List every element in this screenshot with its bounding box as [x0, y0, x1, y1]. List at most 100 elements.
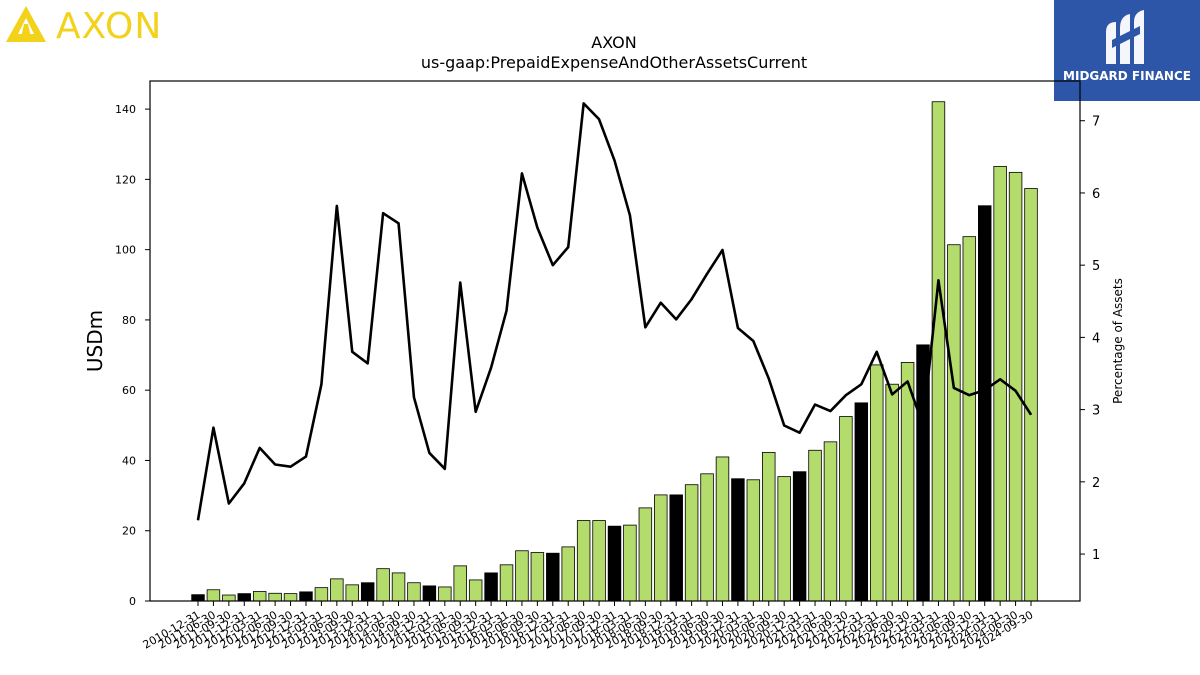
axon-logo-mark-icon — [6, 6, 46, 42]
line-point-2022-03-31 — [876, 351, 878, 353]
line-point-2013-06-30 — [336, 205, 338, 207]
line-point-2023-12-31 — [984, 389, 986, 391]
line-point-2010-12-31 — [197, 519, 199, 521]
bar-2021-06-30 — [823, 441, 838, 602]
bar-2021-12-31 — [854, 402, 869, 602]
line-point-2024-06-30 — [1015, 390, 1017, 392]
line-point-2020-12-31 — [799, 432, 801, 434]
line-point-2019-06-30 — [706, 273, 708, 275]
line-point-2016-03-31 — [506, 310, 508, 312]
bar-2016-09-30 — [530, 552, 545, 602]
line-point-2014-09-30 — [413, 396, 415, 398]
line-point-2024-09-30 — [1030, 414, 1032, 416]
y2-tick-label-1: 1 — [1092, 548, 1100, 563]
line-point-2016-09-30 — [536, 227, 538, 229]
line-point-2014-12-31 — [428, 452, 430, 454]
bar-2013-12-31 — [360, 582, 375, 602]
line-point-2024-03-31 — [999, 378, 1001, 380]
bar-2013-03-31 — [314, 587, 329, 602]
bar-2011-09-30 — [222, 594, 236, 602]
bar-2018-09-30 — [654, 494, 668, 602]
line-point-2013-09-30 — [351, 351, 353, 353]
midgard-logo-text: MIDGARD FINANCE — [1063, 69, 1191, 83]
line-point-2011-12-31 — [243, 482, 245, 484]
bar-2018-03-31 — [623, 524, 637, 602]
bar-2019-12-31 — [731, 478, 745, 602]
bar-series — [191, 101, 1038, 602]
line-point-2012-03-31 — [259, 447, 261, 449]
bar-2021-03-31 — [808, 449, 822, 602]
bar-2013-09-30 — [345, 584, 359, 602]
line-point-2023-06-30 — [953, 387, 955, 389]
bar-2020-06-30 — [762, 451, 776, 602]
line-point-2017-12-31 — [614, 159, 615, 161]
line-point-2012-06-30 — [274, 464, 276, 465]
bar-2011-06-30 — [206, 589, 221, 602]
y2-tick-label-3: 3 — [1092, 404, 1100, 419]
line-point-2018-03-31 — [629, 214, 631, 216]
bar-2011-12-31 — [237, 593, 251, 602]
y2-tick-label-4: 4 — [1092, 331, 1100, 346]
midgard-finance-logo: MIDGARD FINANCE — [1054, 0, 1200, 101]
bar-2017-09-30 — [592, 520, 606, 602]
bar-2014-06-30 — [391, 572, 406, 602]
line-point-2021-09-30 — [845, 394, 847, 396]
bar-2023-06-30 — [947, 244, 961, 602]
bar-2019-03-31 — [684, 484, 699, 602]
line-point-2012-09-30 — [290, 466, 292, 468]
y2-tick-label-6: 6 — [1092, 187, 1100, 202]
line-point-2014-03-31 — [382, 212, 384, 214]
bar-2017-06-30 — [576, 520, 591, 602]
bar-2014-09-30 — [407, 582, 421, 602]
line-point-2015-12-31 — [490, 367, 492, 369]
y-tick-label-0: 0 — [129, 595, 136, 608]
x-axis: 2010-12-312011-06-302011-09-302011-12-31… — [141, 601, 1036, 652]
bar-2012-06-30 — [268, 592, 282, 602]
line-point-2019-12-31 — [737, 327, 739, 329]
y-tick-label-20: 20 — [122, 525, 136, 538]
axon-logo-text: AXON — [56, 6, 163, 47]
line-point-2017-09-30 — [598, 118, 600, 120]
y-tick-label-60: 60 — [122, 384, 136, 397]
y-tick-label-120: 120 — [115, 173, 136, 186]
bar-2019-09-30 — [715, 456, 730, 602]
line-point-2015-06-30 — [459, 282, 461, 283]
midgard-logo-mark-icon — [1106, 10, 1144, 64]
bar-2020-03-31 — [746, 479, 761, 602]
bar-2012-12-31 — [299, 591, 313, 602]
bar-2020-09-30 — [777, 476, 791, 602]
line-point-2022-12-31 — [922, 425, 924, 426]
bar-2018-06-30 — [638, 507, 653, 602]
bar-2019-06-30 — [700, 473, 714, 602]
line-point-2012-12-31 — [305, 456, 307, 458]
y-tick-label-140: 140 — [115, 103, 136, 116]
line-point-2018-06-30 — [644, 326, 646, 328]
line-point-2018-09-30 — [660, 302, 662, 304]
y-tick-label-100: 100 — [115, 244, 136, 257]
line-point-2016-12-31 — [552, 264, 554, 266]
axon-logo: AXON — [4, 4, 179, 48]
chart-subtitle: us-gaap:PrepaidExpenseAndOtherAssetsCurr… — [421, 53, 807, 72]
y-tick-label-80: 80 — [122, 314, 136, 327]
y2-tick-label-2: 2 — [1092, 476, 1100, 491]
bar-2017-03-31 — [561, 546, 575, 602]
y2-tick-label-7: 7 — [1092, 115, 1100, 130]
bar-2020-12-31 — [792, 471, 807, 602]
bar-2010-12-31 — [191, 594, 205, 602]
bar-2016-03-31 — [499, 564, 514, 602]
line-point-2016-06-30 — [521, 172, 523, 174]
bar-2021-09-30 — [839, 416, 853, 602]
line-point-2011-06-30 — [212, 427, 214, 429]
line-point-2019-09-30 — [721, 249, 723, 251]
line-series — [196, 102, 1033, 521]
line-point-2019-03-31 — [691, 298, 693, 300]
bar-2012-03-31 — [252, 591, 267, 602]
bar-2017-12-31 — [607, 525, 622, 602]
line-point-2020-03-31 — [752, 340, 754, 342]
line-point-2023-09-30 — [968, 394, 970, 396]
line-point-2021-12-31 — [860, 383, 862, 385]
line-point-2020-09-30 — [783, 425, 785, 426]
bar-2023-09-30 — [962, 236, 977, 602]
line-point-2022-06-30 — [891, 393, 893, 395]
